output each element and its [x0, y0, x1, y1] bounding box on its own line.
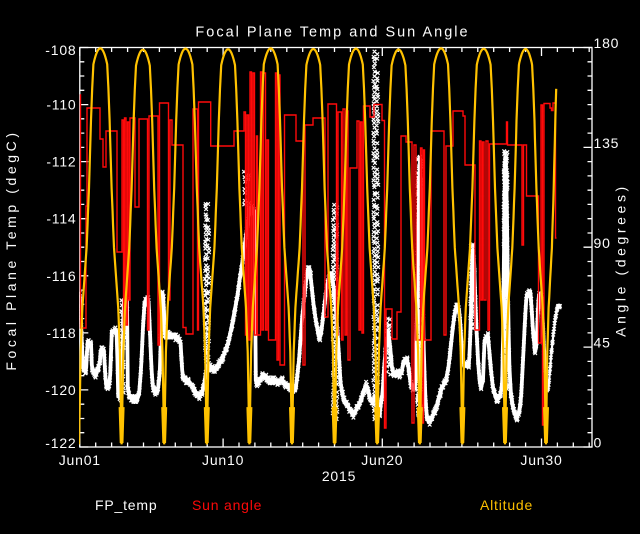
svg-text:90: 90: [594, 235, 611, 251]
svg-text:-108: -108: [45, 42, 76, 58]
svg-text:Angle (degrees): Angle (degrees): [613, 183, 629, 337]
svg-text:Focal Plane Temp and Sun Angle: Focal Plane Temp and Sun Angle: [195, 25, 469, 41]
svg-text:-116: -116: [46, 268, 76, 284]
svg-text:-122: -122: [45, 435, 76, 451]
svg-text:-118: -118: [46, 325, 76, 341]
svg-text:-112: -112: [46, 154, 76, 170]
svg-text:180: 180: [594, 35, 620, 51]
svg-text:Jun10: Jun10: [202, 452, 244, 468]
svg-text:0: 0: [594, 435, 603, 451]
svg-text:135: 135: [594, 135, 620, 151]
svg-text:Jun01: Jun01: [59, 452, 101, 468]
svg-text:Sun angle: Sun angle: [192, 497, 262, 513]
svg-text:Altitude: Altitude: [480, 497, 533, 513]
svg-text:Jun30: Jun30: [520, 452, 562, 468]
svg-text:Jun20: Jun20: [361, 452, 403, 468]
svg-text:-114: -114: [46, 211, 76, 227]
svg-text:45: 45: [594, 335, 611, 351]
svg-text:2015: 2015: [322, 468, 356, 484]
svg-text:FP_temp: FP_temp: [95, 497, 157, 513]
svg-text:Focal Plane Temp (degC): Focal Plane Temp (degC): [3, 129, 19, 370]
svg-text:-110: -110: [46, 97, 76, 113]
svg-text:-120: -120: [45, 382, 76, 398]
